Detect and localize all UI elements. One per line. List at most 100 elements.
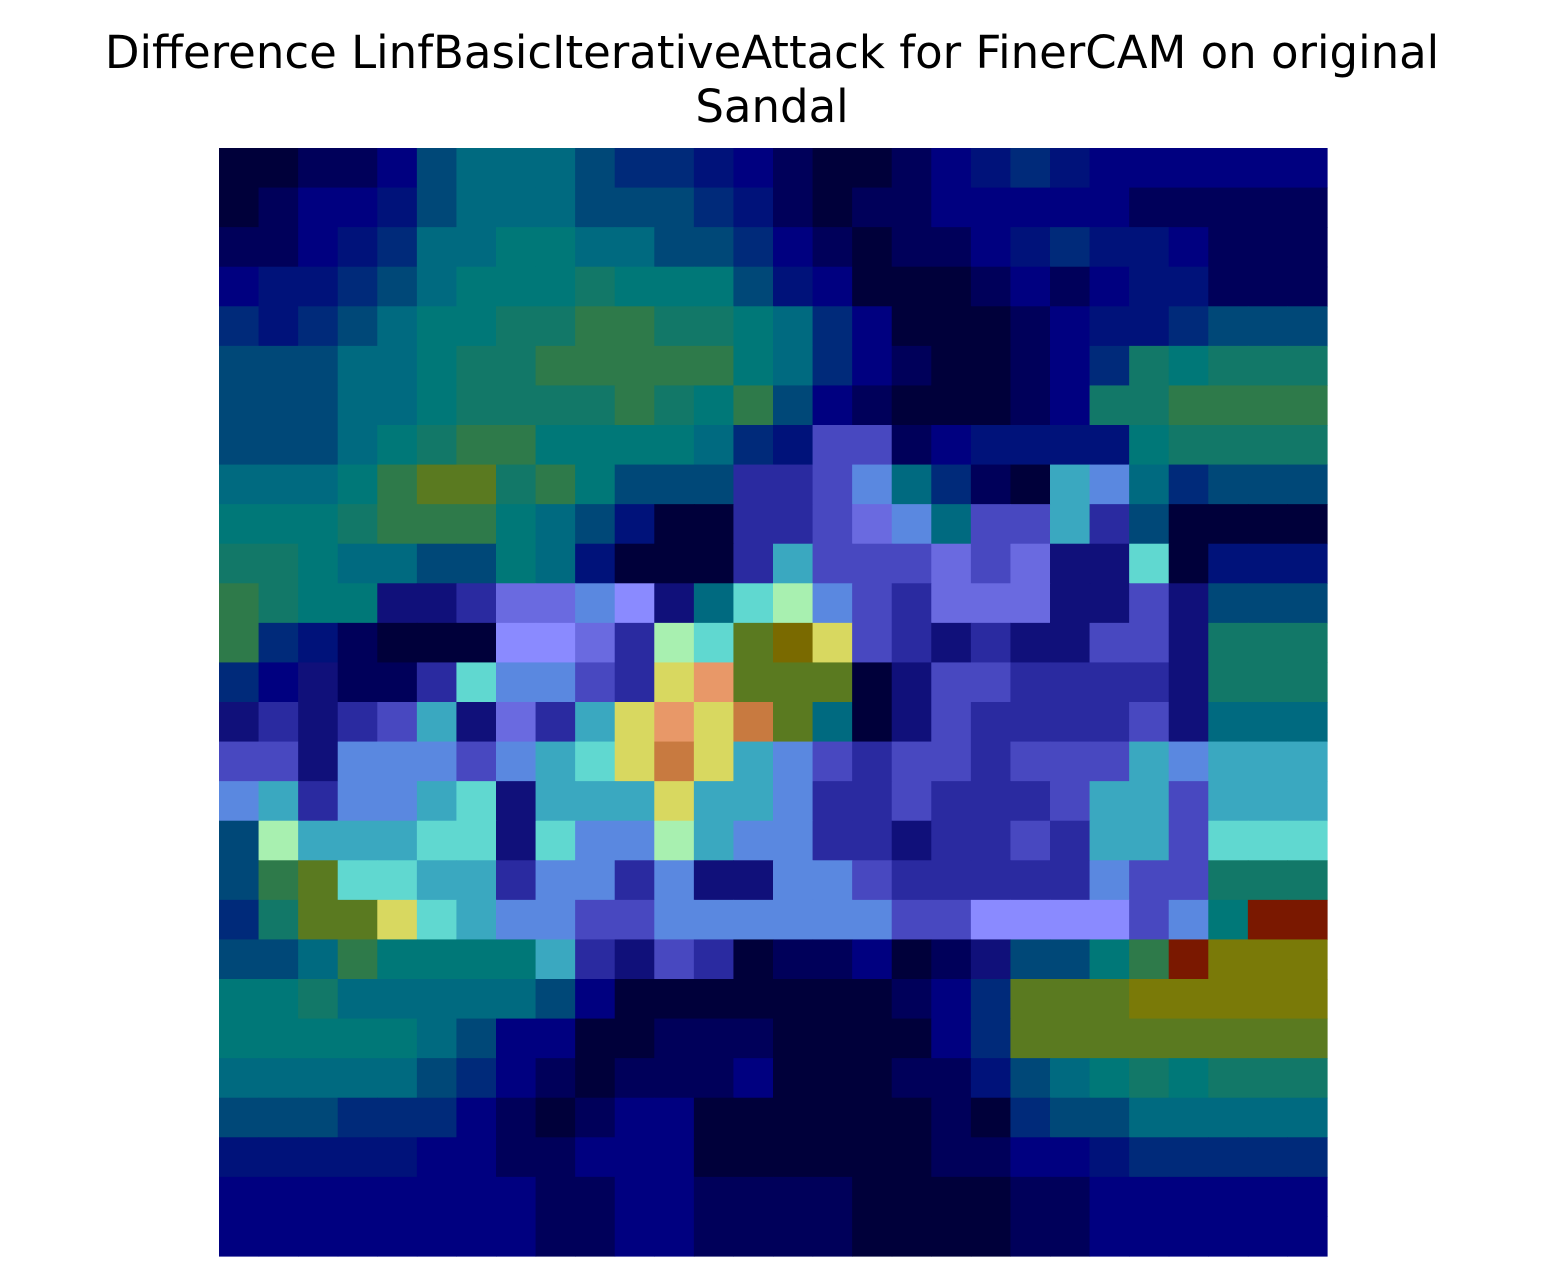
heatmap-cell — [852, 464, 893, 505]
heatmap-cell — [219, 899, 260, 941]
heatmap-cell — [614, 662, 655, 703]
heatmap-cell — [298, 1137, 339, 1178]
heatmap-cell — [1208, 504, 1249, 545]
heatmap-cell — [1089, 1176, 1130, 1218]
heatmap-cell — [456, 622, 497, 664]
heatmap-cell — [1089, 583, 1130, 624]
heatmap-cell — [337, 227, 378, 268]
heatmap-cell — [1129, 227, 1170, 268]
heatmap-cell — [891, 820, 932, 861]
heatmap-cell — [614, 939, 655, 980]
heatmap-cell — [614, 504, 655, 545]
heatmap-cell — [970, 385, 1012, 426]
heatmap-cell — [337, 860, 378, 901]
heatmap-cell — [1089, 741, 1130, 782]
heatmap-cell — [693, 979, 735, 1020]
heatmap-cell — [416, 1058, 458, 1099]
heatmap-cell — [852, 622, 893, 664]
heatmap-cell — [337, 1137, 378, 1178]
heatmap-cell — [416, 1216, 458, 1257]
heatmap-cell — [1287, 345, 1328, 387]
heatmap-cell — [456, 227, 497, 268]
heatmap-cell — [298, 148, 339, 189]
heatmap-cell — [377, 781, 418, 822]
heatmap-cell — [258, 583, 299, 624]
heatmap-cell — [377, 345, 418, 387]
heatmap-cell — [733, 148, 774, 189]
heatmap-cell — [773, 702, 814, 743]
heatmap-cell — [337, 306, 378, 347]
heatmap-cell — [1129, 266, 1170, 307]
heatmap-cell — [258, 187, 299, 228]
heatmap-cell — [891, 781, 932, 822]
heatmap-cell — [773, 781, 814, 822]
heatmap-cell — [1287, 504, 1328, 545]
heatmap-cell — [219, 1176, 260, 1218]
heatmap-cell — [535, 464, 576, 505]
heatmap-cell — [614, 385, 655, 426]
heatmap-cell — [773, 266, 814, 307]
heatmap-cell — [733, 820, 774, 861]
heatmap-cell — [654, 504, 695, 545]
heatmap-cell — [1050, 148, 1091, 189]
heatmap-cell — [416, 425, 458, 466]
heatmap-cell — [852, 781, 893, 822]
heatmap-cell — [970, 622, 1012, 664]
heatmap-cell — [931, 1176, 972, 1218]
heatmap-cell — [970, 820, 1012, 861]
heatmap-cell — [614, 702, 655, 743]
heatmap-cell — [337, 1097, 378, 1138]
heatmap-cell — [258, 543, 299, 584]
heatmap-cell — [773, 979, 814, 1020]
heatmap-cell — [1208, 1097, 1249, 1138]
heatmap-cell — [219, 425, 260, 466]
heatmap-cell — [654, 662, 695, 703]
heatmap-cell — [377, 543, 418, 584]
heatmap-cell — [1247, 148, 1289, 189]
heatmap-cell — [693, 781, 735, 822]
heatmap-cell — [575, 385, 616, 426]
heatmap-cell — [931, 266, 972, 307]
heatmap-cell — [219, 148, 260, 189]
heatmap-cell — [891, 464, 932, 505]
heatmap-cell — [812, 820, 853, 861]
heatmap-cell — [258, 622, 299, 664]
heatmap-cell — [575, 345, 616, 387]
heatmap-cell — [1089, 702, 1130, 743]
heatmap-cell — [1010, 939, 1051, 980]
heatmap-cell — [535, 741, 576, 782]
heatmap-cell — [1089, 187, 1130, 228]
heatmap-cell — [931, 939, 972, 980]
heatmap-cell — [1129, 504, 1170, 545]
heatmap-cell — [1208, 662, 1249, 703]
heatmap-cell — [1287, 227, 1328, 268]
heatmap-cell — [416, 187, 458, 228]
heatmap-cell — [773, 1097, 814, 1138]
heatmap-cell — [1129, 741, 1170, 782]
heatmap-cell — [535, 939, 576, 980]
heatmap-cell — [535, 504, 576, 545]
heatmap-cell — [298, 464, 339, 505]
heatmap-cell — [219, 781, 260, 822]
heatmap-cell — [1089, 345, 1130, 387]
heatmap-cell — [456, 1097, 497, 1138]
heatmap-cell — [1168, 227, 1209, 268]
heatmap-cell — [970, 662, 1012, 703]
heatmap-cell — [812, 306, 853, 347]
heatmap-cell — [1050, 187, 1091, 228]
heatmap-cell — [337, 979, 378, 1020]
heatmap-cell — [298, 741, 339, 782]
heatmap-cell — [1208, 1058, 1249, 1099]
heatmap-cell — [614, 820, 655, 861]
heatmap-cell — [337, 622, 378, 664]
heatmap-cell — [1208, 1216, 1249, 1257]
heatmap-cell — [970, 1216, 1012, 1257]
heatmap-cell — [1129, 464, 1170, 505]
heatmap-cell — [456, 979, 497, 1020]
heatmap-cell — [891, 187, 932, 228]
heatmap-cell — [1287, 1216, 1328, 1257]
heatmap-cell — [535, 1176, 576, 1218]
heatmap-cell — [1089, 1058, 1130, 1099]
heatmap-cell — [970, 583, 1012, 624]
heatmap-cell — [377, 385, 418, 426]
